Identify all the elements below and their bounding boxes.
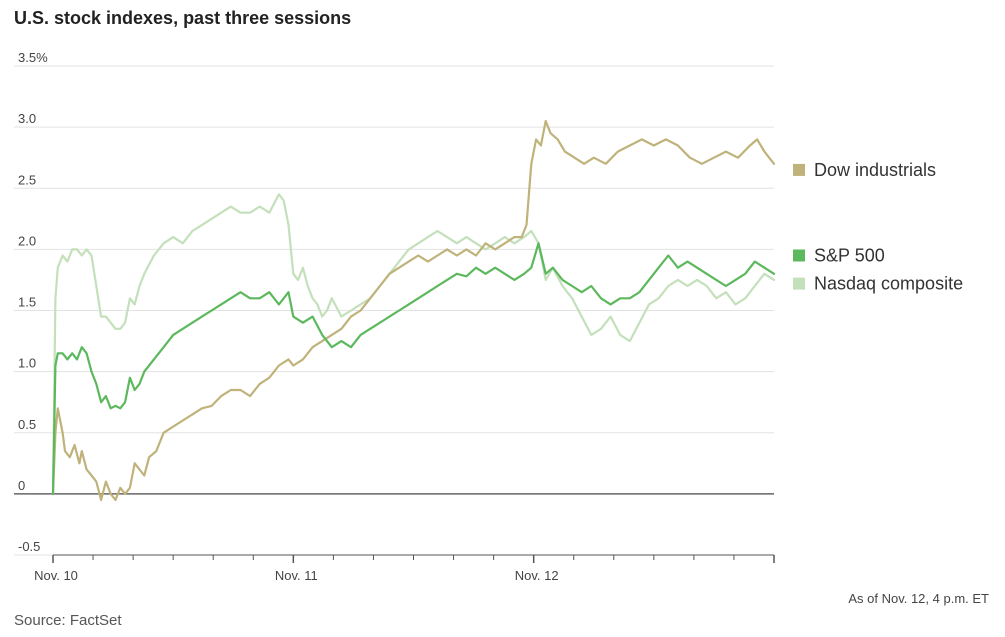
series-line-s-p-500 (51, 242, 776, 495)
y-tick-label: 0.5 (18, 417, 36, 432)
x-tick-label: Nov. 10 (34, 568, 78, 583)
y-tick-label: -0.5 (18, 539, 40, 554)
timestamp-note: As of Nov. 12, 4 p.m. ET (848, 591, 989, 606)
y-tick-label: 1.0 (18, 356, 36, 371)
y-tick-label: 3.0 (18, 111, 36, 126)
legend-swatch (793, 277, 805, 290)
legend-swatch (793, 249, 805, 262)
y-tick-label: 3.5% (18, 50, 48, 65)
y-axis-ticks: 3.5% 3.0 2.5 2.0 1.5 1.0 0.5 0 -0.5 (18, 50, 48, 554)
legend-swatch (793, 163, 805, 176)
x-tick-label: Nov. 12 (515, 568, 559, 583)
chart-title: U.S. stock indexes, past three sessions (14, 8, 352, 28)
x-tick-label: Nov. 11 (275, 568, 318, 583)
legend-label: S&P 500 (814, 245, 885, 265)
series-line-dow-industrials (51, 119, 776, 502)
series-line-nasdaq-composite (51, 193, 776, 495)
y-tick-label: 1.5 (18, 295, 36, 310)
legend-label: Dow industrials (814, 160, 936, 180)
y-tick-label: 2.5 (18, 172, 36, 187)
y-tick-label: 0 (18, 478, 25, 493)
source-note: Source: FactSet (14, 612, 122, 629)
gridlines (14, 65, 774, 556)
series-lines (51, 119, 776, 502)
x-axis: Nov. 10 Nov. 11 Nov. 12 (34, 554, 775, 583)
legend: Dow industrials S&P 500 Nasdaq composite (793, 160, 963, 294)
y-tick-label: 2.0 (18, 233, 36, 248)
legend-label: Nasdaq composite (814, 274, 963, 294)
